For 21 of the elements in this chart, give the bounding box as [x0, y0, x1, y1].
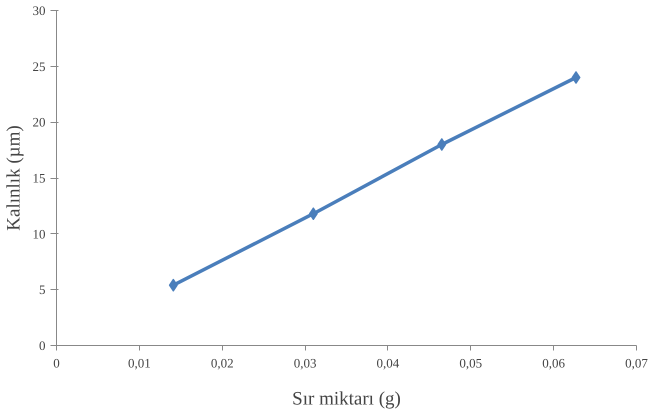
y-axis-title: Kalınlık (µm)	[4, 125, 24, 231]
y-tick-label: 25	[32, 58, 46, 74]
x-tick-label: 0,01	[128, 356, 151, 370]
x-tick-label: 0	[53, 356, 60, 370]
x-tick-label: 0,05	[459, 356, 482, 370]
y-tick-label: 10	[32, 226, 46, 242]
x-tick-label: 0,06	[542, 356, 566, 370]
y-tick-label: 20	[32, 114, 46, 130]
y-tick-label: 0	[39, 338, 46, 353]
y-tick-label: 15	[32, 170, 46, 186]
x-tick-label: 0,03	[294, 356, 316, 370]
x-axis-title: Sır miktarı (g)	[292, 388, 401, 410]
point	[572, 71, 581, 84]
y-tick-label: 5	[39, 282, 46, 298]
x-tick-label: 0,04	[376, 356, 400, 370]
x-tick-label: 0,02	[210, 356, 234, 370]
y-tick-label: 30	[32, 3, 46, 18]
point	[308, 207, 318, 220]
point	[437, 138, 446, 151]
x-tick-label: 0,07	[625, 356, 648, 370]
point	[168, 278, 178, 292]
